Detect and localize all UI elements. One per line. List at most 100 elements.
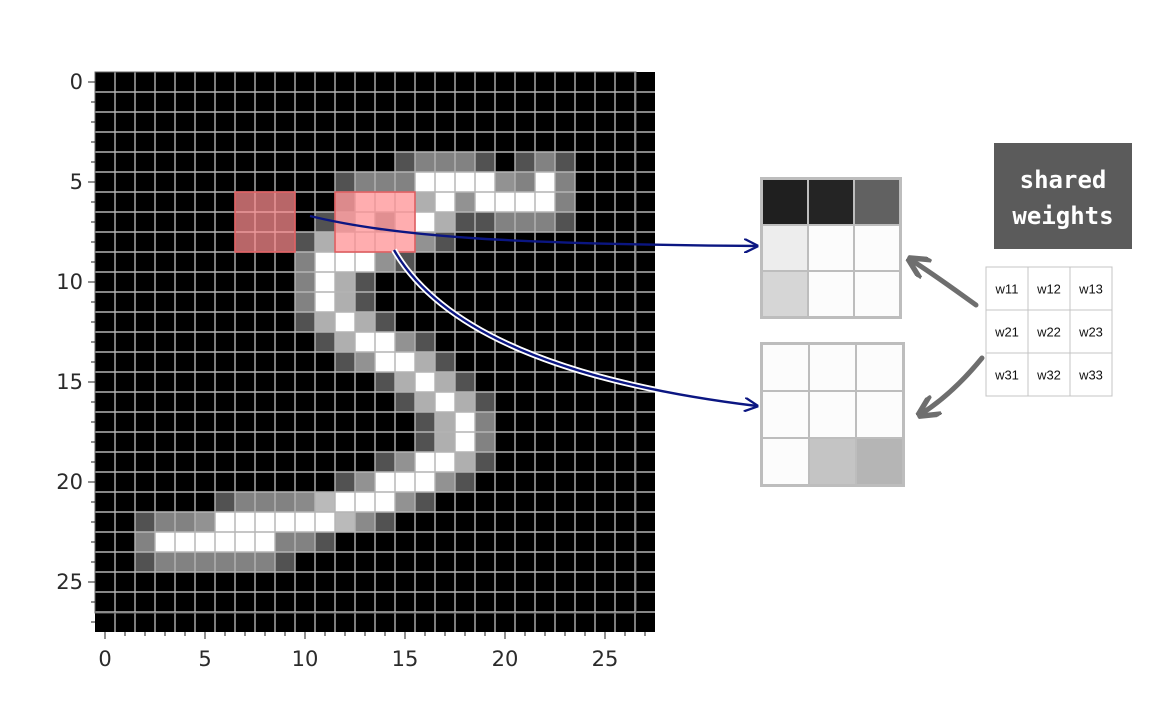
weight-label: w12 (1036, 282, 1061, 297)
pixel (175, 532, 195, 552)
patch-cell (809, 180, 853, 224)
patch-cell (763, 226, 807, 270)
pixel (395, 372, 415, 392)
pixel (175, 512, 195, 532)
pixel (335, 312, 355, 332)
x-tick-label: 15 (392, 647, 419, 671)
pixel (295, 512, 315, 532)
pixel (255, 532, 275, 552)
pixel (355, 332, 375, 352)
pixel (495, 192, 515, 212)
weight-arrow-top (911, 260, 979, 308)
pixel (275, 512, 295, 532)
pixel (395, 472, 415, 492)
pixel (355, 252, 375, 272)
pixel (535, 152, 555, 172)
pixel (155, 532, 175, 552)
pixel (315, 252, 335, 272)
pixel (475, 192, 495, 212)
pixel (315, 292, 335, 312)
weight-cell (1027, 266, 1071, 311)
pixel (235, 492, 255, 512)
pixel (275, 492, 295, 512)
pixel (455, 192, 475, 212)
pixel (475, 212, 495, 232)
pixel (475, 432, 495, 452)
pixel (355, 512, 375, 532)
pixel (295, 272, 315, 292)
weight-cell (1027, 352, 1071, 397)
pixel (315, 492, 335, 512)
pixel (435, 432, 455, 452)
pixel (395, 332, 415, 352)
pixel (295, 292, 315, 312)
pixel (375, 312, 395, 332)
pixel (475, 172, 495, 192)
pixel (415, 372, 435, 392)
patch-cell (763, 180, 807, 224)
pixel (355, 472, 375, 492)
pixel (435, 472, 455, 492)
y-axis: 0 5 10 15 20 25 (56, 70, 95, 623)
pixel (415, 412, 435, 432)
patch-cell (855, 226, 899, 270)
pixel (155, 512, 175, 532)
pixel (435, 412, 455, 432)
pixel (455, 412, 475, 432)
pixel (375, 452, 395, 472)
pixel (335, 292, 355, 312)
pixel (335, 252, 355, 272)
pixel (315, 232, 335, 252)
pixel (455, 152, 475, 172)
weight-matrix: w11 w12 w13 w21 w22 w23 w31 w32 w33 (985, 266, 1113, 397)
y-tick-label: 25 (56, 570, 83, 594)
pixel (215, 552, 235, 572)
pixel (275, 532, 295, 552)
weight-cell (1069, 309, 1113, 354)
patch-cell (810, 439, 855, 484)
weight-cell (1069, 266, 1113, 311)
pixel (455, 172, 475, 192)
pixel (555, 192, 575, 212)
pixel (315, 532, 335, 552)
weight-label: w21 (994, 325, 1019, 340)
weight-label: w13 (1078, 282, 1103, 297)
pixel (455, 392, 475, 412)
pixel (455, 212, 475, 232)
pixel (435, 212, 455, 232)
pixel (455, 452, 475, 472)
y-tick-label: 0 (70, 70, 83, 94)
pixel (535, 212, 555, 232)
pixel (515, 212, 535, 232)
weight-label: w11 (995, 282, 1019, 297)
pixel (535, 172, 555, 192)
mapping-arrow-top (309, 214, 757, 246)
pixel (235, 512, 255, 532)
pixel (395, 152, 415, 172)
patch-cell (857, 392, 902, 437)
pixel (435, 372, 455, 392)
y-tick-label: 5 (70, 170, 83, 194)
pixel (315, 212, 335, 232)
weight-label: w31 (994, 368, 1019, 383)
y-tick-label: 15 (56, 370, 83, 394)
pixel (315, 512, 335, 532)
output-patch-top (760, 177, 902, 319)
pixel (375, 172, 395, 192)
patch-cell (810, 345, 855, 390)
highlight-patch-a (234, 191, 296, 253)
weight-cell (985, 266, 1029, 311)
pixel (475, 452, 495, 472)
pixel (315, 332, 335, 352)
pixel (235, 552, 255, 572)
pixel (135, 512, 155, 532)
pixel (215, 512, 235, 532)
pixel (475, 152, 495, 172)
pixel (375, 372, 395, 392)
pixel (355, 272, 375, 292)
x-tick-label: 0 (98, 647, 111, 671)
mapping-arrow-bottom (392, 249, 757, 406)
pixel (335, 492, 355, 512)
weight-cell (1069, 352, 1113, 397)
input-digit-image (95, 72, 655, 632)
